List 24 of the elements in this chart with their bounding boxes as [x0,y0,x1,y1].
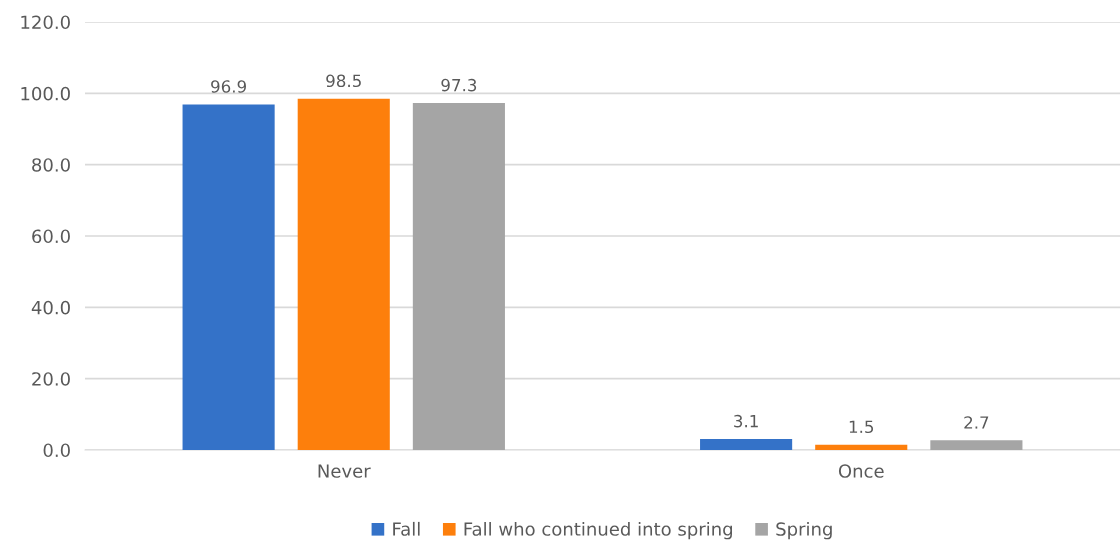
legend-label: Spring [776,521,832,540]
data-label: 3.1 [734,414,758,428]
y-tick-label: 80.0 [32,158,70,172]
x-tick-label: Once [838,464,884,478]
y-tick-label: 20.0 [32,372,70,386]
bar [412,102,505,450]
legend-label: Fall who continued into spring [464,521,732,540]
bar [297,98,390,450]
data-label: 2.7 [964,416,989,429]
bar [930,440,1023,450]
legend-label: Fall [393,521,420,536]
data-label: 1.5 [849,420,874,434]
bar [700,438,793,450]
data-label: 97.3 [441,78,477,92]
bar [815,444,908,450]
y-tick-label: 40.0 [31,300,70,315]
x-tick-label: Never [318,464,371,478]
data-label: 96.9 [211,80,246,93]
y-tick-label: 60.0 [32,229,70,244]
y-tick-label: 0.0 [43,443,70,458]
bar [182,104,275,450]
data-label: 98.5 [326,74,361,88]
y-tick-label: 100.0 [21,86,70,101]
y-tick-label: 120.0 [21,15,70,30]
